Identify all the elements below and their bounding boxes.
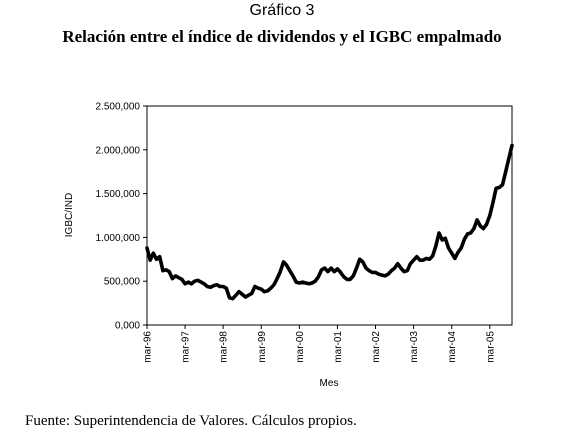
chart-title: Relación entre el índice de dividendos y…	[62, 27, 502, 46]
x-tick-label: mar-02	[371, 331, 382, 363]
x-tick-label: mar-03	[409, 331, 420, 363]
chart-label: Gráfico 3	[249, 2, 315, 19]
x-tick-label: mar-98	[219, 331, 230, 363]
x-axis-label: Mes	[320, 378, 339, 389]
x-tick-label: mar-00	[295, 331, 306, 363]
y-tick-label: 2.000,000	[96, 145, 141, 156]
x-tick-label: mar-01	[333, 331, 344, 363]
y-tick-label: 1.500,000	[96, 189, 141, 200]
y-axis-label: IGBC/IND	[64, 193, 75, 237]
x-tick-label: mar-04	[447, 331, 458, 363]
line-chart: 0,000 500,000 1.000,000 1.500,000 2.000,000 2…	[64, 102, 514, 389]
y-tick-label: 1.000,000	[96, 233, 141, 244]
source-note: Fuente: Superintendencia de Valores. Cál…	[25, 413, 357, 429]
y-tick-label: 2.500,000	[96, 102, 141, 113]
x-tick-label: mar-97	[181, 331, 192, 363]
series-line-igbc-ind	[145, 143, 514, 301]
x-tick-label: mar-96	[143, 331, 154, 363]
y-tick-label: 0,000	[115, 321, 140, 332]
y-tick-label: 500,000	[104, 277, 141, 288]
plot-frame	[146, 105, 513, 326]
y-axis: 0,000 500,000 1.000,000 1.500,000 2.000,000 2…	[96, 102, 147, 332]
x-tick-label: mar-05	[485, 331, 496, 363]
x-axis: mar-96 mar-97 mar-98 mar-99 mar-00 mar-01 mar-…	[143, 325, 496, 363]
x-tick-label: mar-99	[257, 331, 268, 363]
